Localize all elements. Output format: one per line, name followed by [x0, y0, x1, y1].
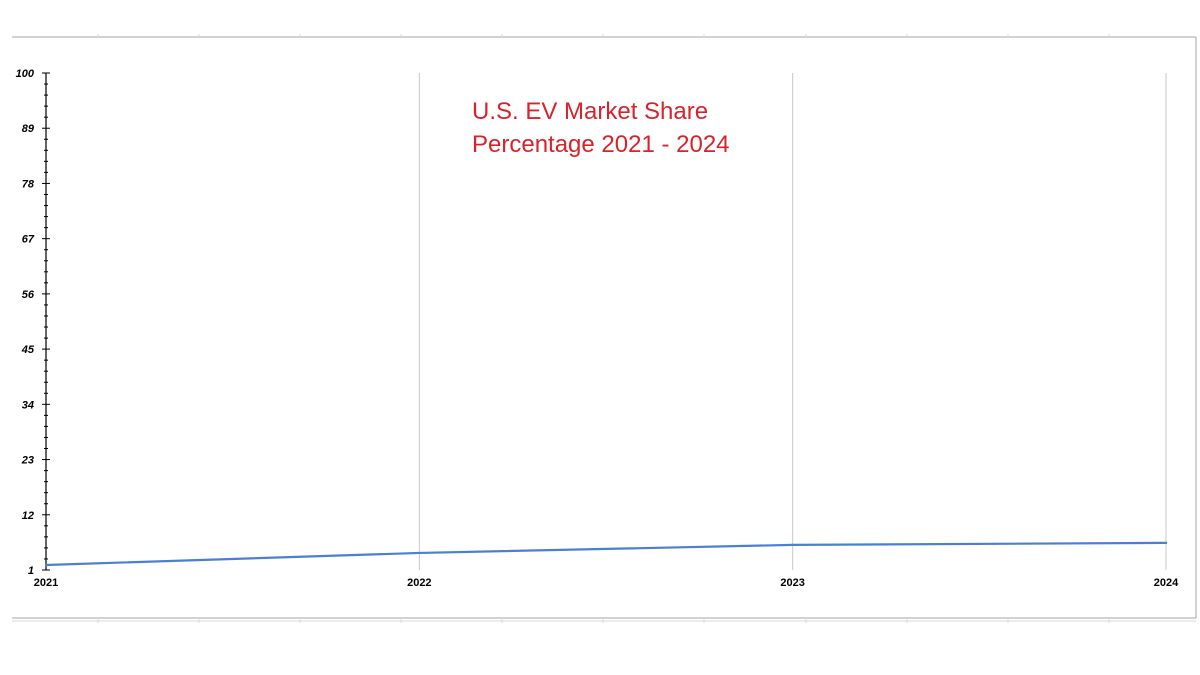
- y-tick-labels: 1 12 23 34 45 56 67 78 89 100: [16, 68, 35, 577]
- y-tick-label: 78: [22, 178, 35, 190]
- chart-title: U.S. EV Market Share Percentage 2021 - 2…: [472, 98, 730, 158]
- data-point: [418, 551, 421, 555]
- chart-border: [12, 34, 1197, 623]
- series-layer: [44, 541, 1168, 567]
- y-tick-label: 100: [16, 68, 35, 80]
- x-tick-label: 2021: [34, 577, 58, 589]
- y-axis: [42, 72, 50, 571]
- y-tick-label: 56: [22, 289, 35, 301]
- series-line: [44, 541, 1168, 567]
- y-tick-label: 1: [28, 565, 34, 577]
- chart-title-line-1: U.S. EV Market Share: [472, 98, 708, 125]
- data-point: [791, 543, 794, 546]
- y-tick-label: 45: [21, 344, 35, 356]
- y-tick-label: 67: [22, 234, 35, 246]
- y-tick-label: 89: [22, 123, 35, 135]
- chart-title-line-2: Percentage 2021 - 2024: [472, 131, 730, 158]
- x-tick-labels: 2021 2022 2023 2024: [34, 577, 1179, 589]
- data-point: [1164, 541, 1168, 544]
- data-point: [44, 563, 48, 567]
- x-tick-label: 2022: [407, 577, 431, 589]
- y-tick-label: 12: [22, 510, 34, 522]
- y-tick-label: 34: [22, 399, 34, 411]
- x-tick-label: 2024: [1154, 577, 1179, 589]
- x-tick-label: 2023: [780, 577, 804, 589]
- vertical-gridlines: [418, 73, 1167, 570]
- y-tick-label: 23: [21, 455, 34, 467]
